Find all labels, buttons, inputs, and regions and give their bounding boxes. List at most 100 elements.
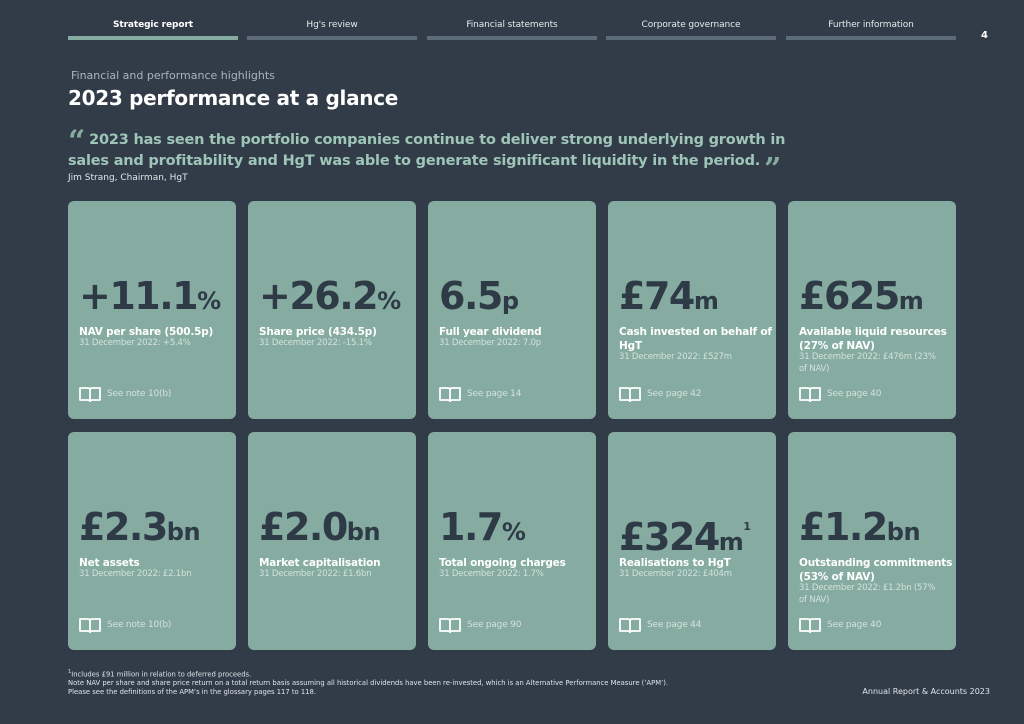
kpi-label: Market capitalisation (259, 557, 381, 569)
kpi-unit: % (501, 518, 526, 546)
kpi-figure: +26.2% (259, 273, 401, 327)
kpi-unit: % (377, 287, 401, 315)
kpi-card-net-assets: £2.3bn Net assets 31 December 2022: £2.1… (68, 432, 236, 650)
tab-indicator (786, 36, 956, 40)
tab-corporate-governance[interactable]: Corporate governance (606, 18, 776, 40)
tab-financial-statements[interactable]: Financial statements (427, 18, 597, 40)
tab-label: Hg's review (306, 20, 358, 30)
see-page-link[interactable]: See page 40 (799, 617, 881, 633)
kpi-value: 6.5 (439, 274, 503, 318)
link-text: See page 40 (827, 620, 882, 630)
book-icon (439, 387, 461, 402)
kpi-figure: £1.2bn (799, 504, 921, 558)
kpi-label: Outstanding commitments (53% of NAV) (799, 557, 953, 583)
quote-attribution: Jim Strang, Chairman, HgT (68, 173, 188, 183)
see-page-link[interactable]: See page 14 (439, 386, 521, 402)
kpi-label: Full year dividend (439, 326, 542, 338)
page-title: 2023 performance at a glance (68, 86, 399, 110)
kpi-comparison: 31 December 2022: £476m (23% of NAV) (799, 352, 936, 374)
kpi-value: £2.3 (79, 505, 168, 549)
kpi-label: Cash invested on behalf of HgT (619, 326, 772, 352)
publication-title: Annual Report & Accounts 2023 (862, 687, 990, 696)
see-page-link[interactable]: See page 90 (439, 617, 521, 633)
link-text: See note 10(b) (107, 620, 172, 630)
link-text: See page 40 (827, 389, 882, 399)
close-quote-icon: ” (764, 152, 782, 187)
kpi-value: 1.7 (439, 505, 503, 549)
kpi-unit: % (197, 287, 221, 315)
tab-indicator (606, 36, 776, 40)
kpi-comparison: 31 December 2022: £404m (619, 569, 732, 579)
book-icon (799, 387, 821, 402)
kpi-card-outstanding-commitments: £1.2bn Outstanding commitments (53% of N… (788, 432, 956, 650)
kpi-unit: m (693, 287, 719, 315)
kpi-value: +11.1 (79, 274, 199, 318)
open-quote-icon: “ (68, 124, 86, 159)
kpi-unit: bn (166, 518, 201, 546)
tab-indicator (427, 36, 597, 40)
tab-label: Corporate governance (641, 20, 741, 30)
footnotes: 1Includes £91 million in relation to def… (68, 668, 668, 697)
section-eyebrow: Financial and performance highlights (71, 69, 275, 82)
footnote-glossary-ref: Please see the definitions of the APM’s … (68, 688, 316, 697)
kpi-card-dividend: 6.5p Full year dividend 31 December 2022… (428, 201, 596, 419)
kpi-figure: £324m1 (619, 504, 751, 568)
tab-indicator (68, 36, 238, 40)
kpi-value: £324 (619, 515, 720, 559)
kpi-unit: m (718, 528, 744, 556)
kpi-figure: £2.0bn (259, 504, 381, 558)
quote-text: 2023 has seen the portfolio companies co… (68, 132, 786, 169)
kpi-figure: 1.7% (439, 504, 526, 558)
see-page-link[interactable]: See page 40 (799, 386, 881, 402)
kpi-card-market-cap: £2.0bn Market capitalisation 31 December… (248, 432, 416, 650)
tab-further-information[interactable]: Further information (786, 18, 956, 40)
book-icon (439, 618, 461, 633)
book-icon (619, 618, 641, 633)
kpi-figure: +11.1% (79, 273, 221, 327)
book-icon (79, 618, 101, 633)
see-note-link[interactable]: See note 10(b) (79, 386, 171, 402)
kpi-card-liquid-resources: £625m Available liquid resources (27% of… (788, 201, 956, 419)
page-number: 4 (981, 30, 988, 41)
link-text: See page 44 (647, 620, 702, 630)
kpi-comparison: 31 December 2022: £1.2bn (57% of NAV) (799, 583, 936, 605)
kpi-card-ongoing-charges: 1.7% Total ongoing charges 31 December 2… (428, 432, 596, 650)
footnote-apm-note: Note NAV per share and share price retur… (68, 679, 669, 688)
kpi-comparison: 31 December 2022: 7.0p (439, 338, 542, 348)
link-text: See note 10(b) (107, 389, 172, 399)
kpi-card-nav-per-share: +11.1% NAV per share (500.5p) 31 Decembe… (68, 201, 236, 419)
see-page-link[interactable]: See page 44 (619, 617, 701, 633)
kpi-label: Share price (434.5p) (259, 326, 377, 338)
kpi-figure: £74m (619, 273, 719, 327)
kpi-comparison: 31 December 2022: +5.4% (79, 338, 191, 348)
footnote-text: Includes £91 million in relation to defe… (71, 670, 252, 679)
kpi-value: £74 (619, 274, 695, 318)
kpi-card-share-price: +26.2% Share price (434.5p) 31 December … (248, 201, 416, 419)
tab-label: Further information (828, 20, 914, 30)
kpi-value: £2.0 (259, 505, 348, 549)
kpi-value: £1.2 (799, 505, 888, 549)
kpi-comparison: 31 December 2022: £1.6bn (259, 569, 372, 579)
section-nav: Strategic report Hg's review Financial s… (68, 18, 956, 42)
link-text: See page 42 (647, 389, 702, 399)
kpi-label: NAV per share (500.5p) (79, 326, 214, 338)
kpi-card-cash-invested: £74m Cash invested on behalf of HgT 31 D… (608, 201, 776, 419)
see-page-link[interactable]: See page 42 (619, 386, 701, 402)
tab-label: Strategic report (112, 20, 193, 30)
link-text: See page 90 (467, 620, 522, 630)
footnote-1: 1Includes £91 million in relation to def… (68, 668, 668, 679)
footnote-marker: 1 (68, 669, 72, 675)
kpi-comparison: 31 December 2022: 1.7% (439, 569, 544, 579)
book-icon (799, 618, 821, 633)
tab-hgs-review[interactable]: Hg's review (247, 18, 417, 40)
kpi-value: +26.2 (259, 274, 379, 318)
kpi-label: Available liquid resources (27% of NAV) (799, 326, 947, 352)
kpi-card-realisations: £324m1 Realisations to HgT 31 December 2… (608, 432, 776, 650)
kpi-label: Total ongoing charges (439, 557, 566, 569)
chairman-quote: “2023 has seen the portfolio companies c… (68, 127, 828, 185)
kpi-unit: bn (346, 518, 381, 546)
kpi-comparison: 31 December 2022: £527m (619, 352, 732, 362)
see-note-link[interactable]: See note 10(b) (79, 617, 171, 633)
link-text: See page 14 (467, 389, 522, 399)
tab-strategic-report[interactable]: Strategic report (68, 18, 238, 40)
